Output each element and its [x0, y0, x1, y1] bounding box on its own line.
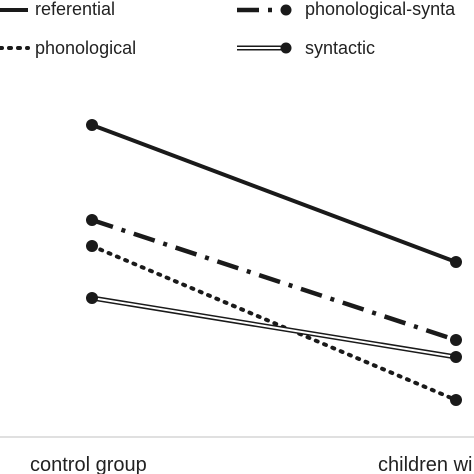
legend-item-referential: referential — [0, 0, 115, 19]
point-phonological-1 — [450, 394, 462, 406]
series-line-phonological-synta — [91, 217, 457, 343]
legend-item-syntactic: syntactic — [237, 38, 375, 58]
series-phonological-synta — [86, 214, 462, 346]
x-tick-label-0: control group — [30, 454, 147, 474]
point-syntactic-0 — [86, 292, 98, 304]
series-phonological — [86, 240, 462, 406]
series-syntactic — [86, 292, 462, 363]
series-line-syntactic-inner — [91, 297, 457, 358]
series-layer — [86, 119, 462, 406]
x-axis-ticks: control group children wi — [30, 454, 472, 474]
point-phonological-0 — [86, 240, 98, 252]
point-phonological-synta-1 — [450, 334, 462, 346]
x-tick-label-1: children wi — [378, 454, 472, 474]
series-line-referential — [91, 123, 457, 264]
legend-marker-syntactic — [280, 42, 292, 54]
legend-label-referential: referential — [35, 0, 115, 19]
point-referential-0 — [86, 119, 98, 131]
legend-item-phonological: phonological — [0, 38, 136, 58]
legend-item-phonological-synta: phonological-synta — [237, 0, 456, 19]
series-line-phonological — [90, 244, 458, 402]
legend-marker-phonological-synta — [280, 4, 292, 16]
series-referential — [86, 119, 462, 268]
legend: referential phonological-synta phonologica… — [0, 0, 456, 58]
legend-label-phonological: phonological — [35, 38, 136, 58]
legend-label-phonological-synta: phonological-synta — [305, 0, 456, 19]
point-referential-1 — [450, 256, 462, 268]
point-phonological-synta-0 — [86, 214, 98, 226]
point-syntactic-1 — [450, 351, 462, 363]
legend-label-syntactic: syntactic — [305, 38, 375, 58]
